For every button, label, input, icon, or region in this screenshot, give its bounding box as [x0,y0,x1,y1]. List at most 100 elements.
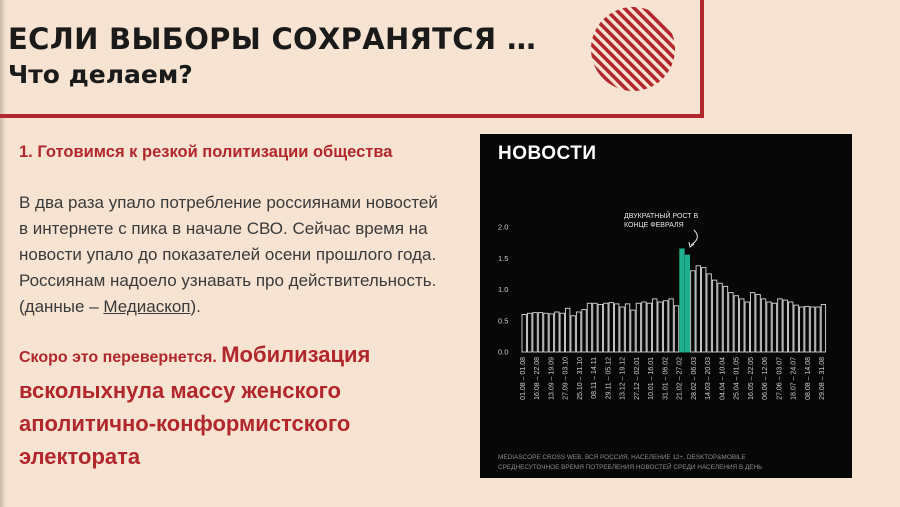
y-tick-label: 1.0 [498,285,508,294]
slide-title: ЕСЛИ ВЫБОРЫ СОХРАНЯТСЯ … [8,22,537,56]
chart-title: НОВОСТИ [498,143,597,164]
bar [635,302,642,353]
bar [820,304,827,353]
news-chart-panel: НОВОСТИ ДВУКРАТНЫЙ РОСТ В КОНЦЕ ФЕВРАЛЯ … [480,134,852,478]
x-tick-label: 27.06 – 03.07 [776,357,783,400]
bar [537,312,544,353]
x-tick-label: 27.09 – 03.10 [563,357,570,400]
bar [673,305,680,353]
bar [739,298,745,353]
x-tick-label: 29.11 – 05.12 [605,357,612,399]
bar [581,309,587,353]
callout-first-row: Скоро это перевернется. Мобилизация [19,338,459,374]
news-chart: НОВОСТИ ДВУКРАТНЫЙ РОСТ В КОНЦЕ ФЕВРАЛЯ … [498,143,827,471]
paragraph-line: Россиянам надоело узнавать про действите… [19,271,437,290]
bar [619,306,625,353]
x-tick-label: 13.12 – 19.12 [620,357,627,400]
x-axis-labels: 01.08 – 01.08 16.08 – 22.08 13.09 – 19.09 2… [520,357,826,400]
x-tick-label: 08.08 – 14.08 [805,357,812,400]
callout-block: Скоро это перевернется. Мобилизация вско… [19,338,459,473]
body-paragraph: В два раза упало потребление россиянами … [19,190,459,320]
bar [548,313,555,353]
x-tick-label: 08.11 – 14.11 [591,357,598,399]
chart-footnote-line: MEDIASCOPE CROSS WEB, ВСЯ РОССИЯ, НАСЕЛЕ… [498,454,746,461]
bar [657,301,663,353]
bar-highlighted [684,254,691,353]
bar [603,302,609,353]
source-suffix: ). [190,297,201,316]
chart-annotation-line: КОНЦЕ ФЕВРАЛЯ [624,222,684,229]
bar-highlighted [679,248,685,353]
annotation-arrowhead [688,241,695,248]
bar [559,312,565,353]
x-tick-label: 06.06 – 12.06 [762,357,769,400]
x-tick-label: 13.09 – 19.09 [548,357,555,400]
slide-subtitle: Что делаем? [8,60,193,89]
y-tick-label: 2.0 [498,223,508,232]
bar [668,298,674,353]
x-tick-label: 18.07 – 24.07 [791,357,798,400]
bar [798,306,805,353]
left-edge-shadow [0,0,6,507]
bar [554,311,560,353]
bar [526,312,533,353]
x-tick-label: 25.04 – 01.05 [734,357,741,400]
x-tick-label: 27.12 – 02.01 [634,357,641,400]
bar [624,303,631,353]
bar [586,302,593,353]
bar [760,298,767,353]
x-tick-label: 25.10 – 31.10 [577,357,584,400]
annotation-arrow [690,229,698,246]
title-frame: ЕСЛИ ВЫБОРЫ СОХРАНЯТСЯ … Что делаем? [0,0,704,118]
bar [809,306,816,353]
bar [755,294,761,353]
bar [711,279,718,353]
bar [771,302,778,353]
bar [570,315,576,353]
bar [706,273,712,353]
bar [701,267,707,353]
bar [777,298,783,353]
section-heading: 1. Готовимся к резкой политизации общест… [19,143,393,161]
bar [815,306,821,353]
callout-main-first: Мобилизация [221,342,371,367]
bar [750,292,756,353]
bar [630,309,636,353]
source-line: (данные – Медиаскоп). [19,294,459,320]
x-tick-label: 10.01 – 16.01 [648,357,655,400]
bar [597,304,604,353]
y-tick-label: 0.0 [498,348,508,357]
bar [592,302,598,353]
bar [646,302,652,353]
bar [788,301,794,353]
bar [521,314,527,353]
striped-circle-decoration [591,7,675,91]
x-tick-label: 21.02 – 27.02 [677,357,684,400]
source-prefix: (данные – [19,297,104,316]
callout-lead: Скоро это перевернется. [19,349,217,366]
bar [532,312,538,353]
bar [565,307,571,353]
bar [608,302,614,353]
bar [782,299,788,353]
bar [641,301,647,353]
paragraph-line: новости упало до показателей осени прошл… [19,245,437,264]
y-axis-ticks: 0.0 0.5 1.0 1.5 2.0 [498,223,508,357]
callout-line: электората [19,444,141,469]
bar [690,270,696,353]
bar [614,303,620,353]
bar [733,295,740,353]
bar [722,285,729,353]
bar [717,282,723,353]
x-tick-label: 31.01 – 06.02 [662,357,669,400]
bar [652,298,658,353]
mediascope-link[interactable]: Медиаскоп [103,297,191,316]
x-tick-label: 14.03 – 20.03 [705,357,712,400]
x-tick-label: 01.08 – 01.08 [520,357,527,400]
bar [804,305,810,353]
callout-line: всколыхнула массу женского [19,378,341,403]
bar [793,304,799,353]
bar [575,311,582,353]
x-tick-label: 29.08 – 31.08 [819,357,826,400]
